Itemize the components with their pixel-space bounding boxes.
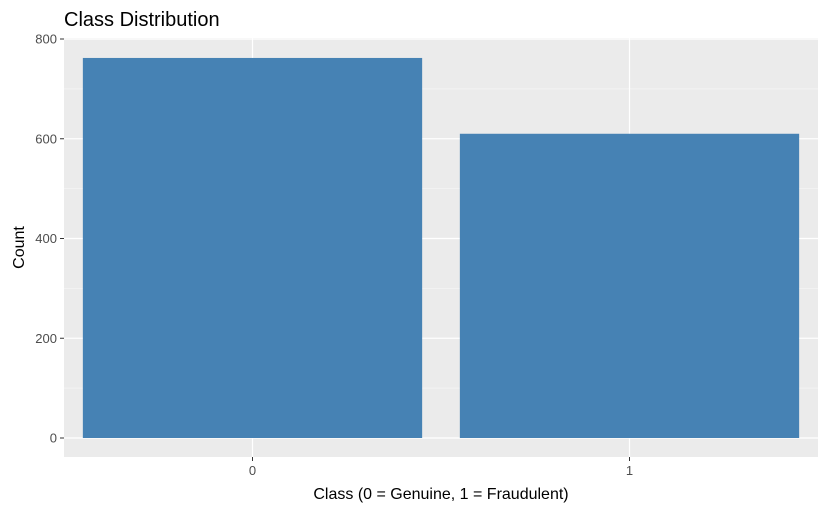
bar-class-1	[459, 133, 800, 438]
y-tick-label: 800	[35, 32, 57, 47]
bar-class-0	[82, 57, 423, 438]
y-tick-label: 600	[35, 131, 57, 146]
y-tick-label: 400	[35, 231, 57, 246]
y-axis-label: Count	[11, 226, 28, 269]
bars	[82, 57, 800, 438]
x-tick-label: 0	[249, 463, 256, 478]
y-tick-label: 0	[50, 431, 57, 446]
y-tick-label: 200	[35, 331, 57, 346]
y-axis: 0 200 400 600 800	[35, 32, 64, 446]
chart-title: Class Distribution	[64, 9, 220, 31]
x-axis-label: Class (0 = Genuine, 1 = Fraudulent)	[313, 486, 568, 503]
x-tick-label: 1	[626, 463, 633, 478]
